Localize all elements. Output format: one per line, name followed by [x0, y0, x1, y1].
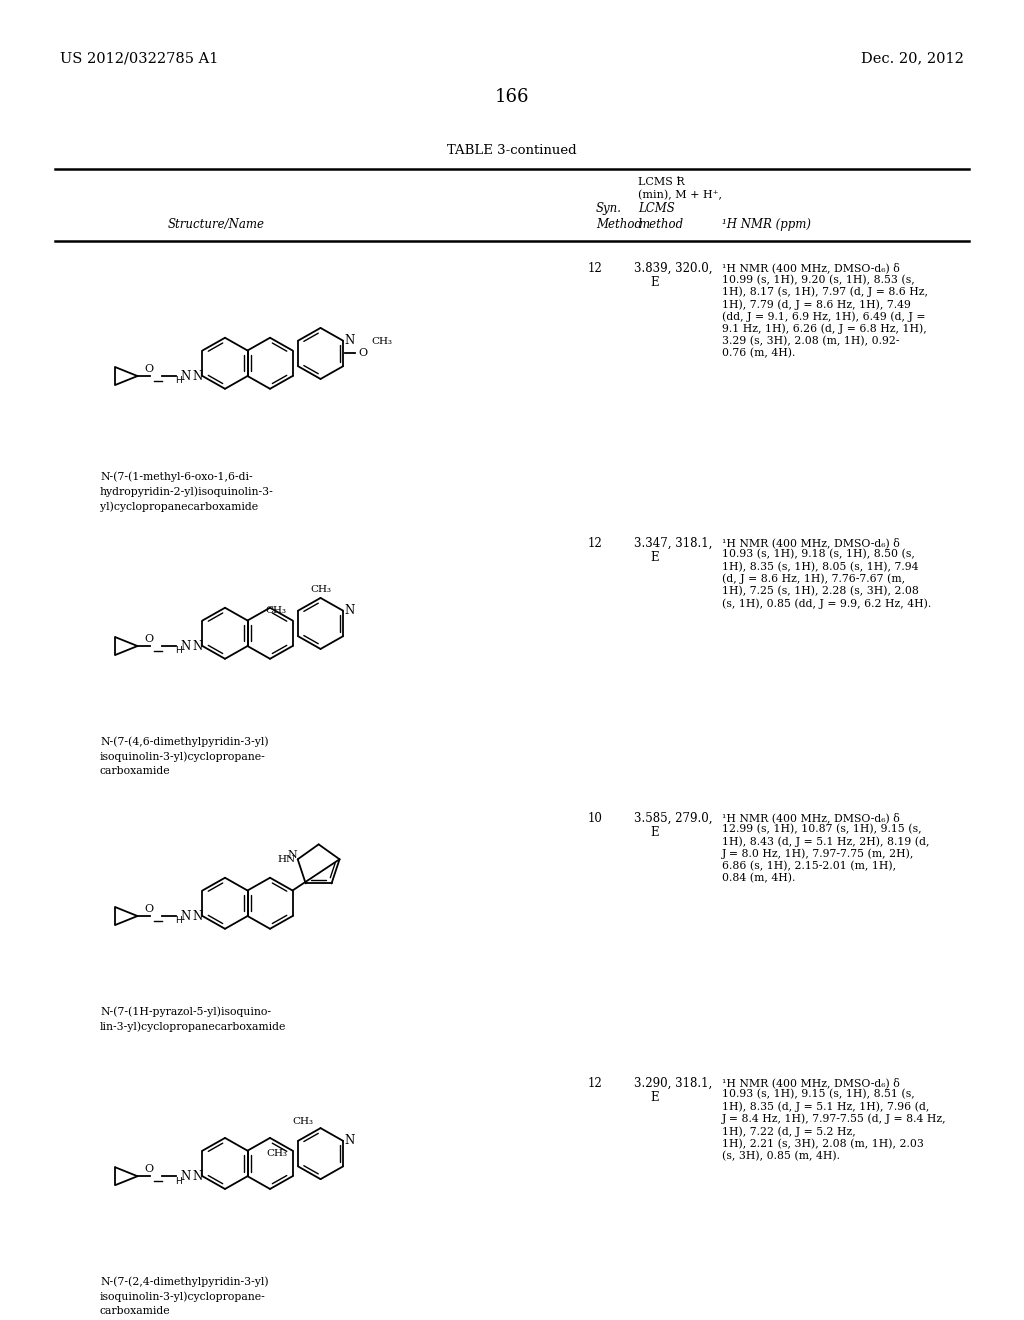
Text: CH₃: CH₃ [266, 1150, 287, 1158]
Text: HN: HN [278, 855, 296, 865]
Text: 10: 10 [588, 812, 603, 825]
Text: ¹H NMR (400 MHz, DMSO-d₆) δ: ¹H NMR (400 MHz, DMSO-d₆) δ [722, 537, 900, 548]
Text: US 2012/0322785 A1: US 2012/0322785 A1 [60, 51, 218, 65]
Text: (min), M + H⁺,: (min), M + H⁺, [638, 190, 722, 199]
Text: N: N [180, 639, 190, 652]
Text: 3.585, 279.0,: 3.585, 279.0, [634, 812, 713, 825]
Text: N: N [180, 1170, 190, 1183]
Text: CH₃: CH₃ [265, 606, 287, 615]
Text: ¹H NMR (ppm): ¹H NMR (ppm) [722, 218, 811, 231]
Text: 1H), 7.25 (s, 1H), 2.28 (s, 3H), 2.08: 1H), 7.25 (s, 1H), 2.28 (s, 3H), 2.08 [722, 586, 919, 597]
Text: 9.1 Hz, 1H), 6.26 (d, J = 6.8 Hz, 1H),: 9.1 Hz, 1H), 6.26 (d, J = 6.8 Hz, 1H), [722, 323, 927, 334]
Text: E: E [650, 550, 658, 564]
Text: H: H [175, 1176, 182, 1185]
Text: 3.347, 318.1,: 3.347, 318.1, [634, 537, 713, 550]
Text: 10.99 (s, 1H), 9.20 (s, 1H), 8.53 (s,: 10.99 (s, 1H), 9.20 (s, 1H), 8.53 (s, [722, 275, 914, 285]
Text: 0.76 (m, 4H).: 0.76 (m, 4H). [722, 348, 796, 359]
Text: O: O [358, 348, 368, 359]
Text: N: N [193, 1170, 203, 1183]
Text: J = 8.4 Hz, 1H), 7.97-7.55 (d, J = 8.4 Hz,: J = 8.4 Hz, 1H), 7.97-7.55 (d, J = 8.4 H… [722, 1114, 946, 1125]
Text: 166: 166 [495, 88, 529, 107]
Text: N: N [180, 909, 190, 923]
Text: N: N [193, 639, 203, 652]
Text: H: H [175, 647, 182, 656]
Text: t: t [677, 174, 680, 182]
Text: 10.93 (s, 1H), 9.15 (s, 1H), 8.51 (s,: 10.93 (s, 1H), 9.15 (s, 1H), 8.51 (s, [722, 1089, 914, 1100]
Text: LCMS: LCMS [638, 202, 675, 215]
Text: N: N [288, 850, 298, 861]
Text: N: N [344, 334, 354, 347]
Text: E: E [650, 826, 658, 838]
Text: 1H), 7.22 (d, J = 5.2 Hz,: 1H), 7.22 (d, J = 5.2 Hz, [722, 1126, 856, 1137]
Text: E: E [650, 276, 658, 289]
Text: N-(7-(1H-pyrazol-5-yl)isoquino-
lin-3-yl)cyclopropanecarboxamide: N-(7-(1H-pyrazol-5-yl)isoquino- lin-3-yl… [100, 1006, 287, 1032]
Text: 12: 12 [588, 1077, 603, 1090]
Text: 12: 12 [588, 537, 603, 550]
Text: N-(7-(4,6-dimethylpyridin-3-yl)
isoquinolin-3-yl)cyclopropane-
carboxamide: N-(7-(4,6-dimethylpyridin-3-yl) isoquino… [100, 737, 268, 776]
Text: CH₃: CH₃ [371, 337, 392, 346]
Text: TABLE 3-continued: TABLE 3-continued [447, 144, 577, 157]
Text: 1H), 7.79 (d, J = 8.6 Hz, 1H), 7.49: 1H), 7.79 (d, J = 8.6 Hz, 1H), 7.49 [722, 298, 911, 309]
Text: 1H), 8.43 (d, J = 5.1 Hz, 2H), 8.19 (d,: 1H), 8.43 (d, J = 5.1 Hz, 2H), 8.19 (d, [722, 837, 930, 847]
Text: N: N [344, 1134, 354, 1147]
Text: (dd, J = 9.1, 6.9 Hz, 1H), 6.49 (d, J =: (dd, J = 9.1, 6.9 Hz, 1H), 6.49 (d, J = [722, 312, 926, 322]
Text: H: H [175, 916, 182, 925]
Text: (d, J = 8.6 Hz, 1H), 7.76-7.67 (m,: (d, J = 8.6 Hz, 1H), 7.76-7.67 (m, [722, 574, 905, 585]
Text: (s, 1H), 0.85 (dd, J = 9.9, 6.2 Hz, 4H).: (s, 1H), 0.85 (dd, J = 9.9, 6.2 Hz, 4H). [722, 598, 931, 609]
Text: Structure/Name: Structure/Name [168, 218, 265, 231]
Text: 1H), 8.35 (d, J = 5.1 Hz, 1H), 7.96 (d,: 1H), 8.35 (d, J = 5.1 Hz, 1H), 7.96 (d, [722, 1102, 930, 1113]
Text: CH₃: CH₃ [292, 1117, 313, 1126]
Text: 10.93 (s, 1H), 9.18 (s, 1H), 8.50 (s,: 10.93 (s, 1H), 9.18 (s, 1H), 8.50 (s, [722, 549, 914, 560]
Text: O: O [144, 364, 153, 374]
Text: LCMS R: LCMS R [638, 177, 685, 186]
Text: Dec. 20, 2012: Dec. 20, 2012 [861, 51, 964, 65]
Text: H: H [175, 376, 182, 385]
Text: 1H), 8.35 (s, 1H), 8.05 (s, 1H), 7.94: 1H), 8.35 (s, 1H), 8.05 (s, 1H), 7.94 [722, 561, 919, 572]
Text: N-(7-(1-methyl-6-oxo-1,6-di-
hydropyridin-2-yl)isoquinolin-3-
yl)cyclopropanecar: N-(7-(1-methyl-6-oxo-1,6-di- hydropyridi… [100, 471, 273, 512]
Text: O: O [144, 1164, 153, 1175]
Text: 3.839, 320.0,: 3.839, 320.0, [634, 263, 713, 275]
Text: E: E [650, 1090, 658, 1104]
Text: 0.84 (m, 4H).: 0.84 (m, 4H). [722, 874, 796, 883]
Text: ¹H NMR (400 MHz, DMSO-d₆) δ: ¹H NMR (400 MHz, DMSO-d₆) δ [722, 812, 900, 822]
Text: CH₃: CH₃ [310, 585, 331, 594]
Text: Syn.: Syn. [596, 202, 622, 215]
Text: N: N [193, 370, 203, 383]
Text: N: N [344, 605, 354, 618]
Text: Method: Method [596, 218, 642, 231]
Text: J = 8.0 Hz, 1H), 7.97-7.75 (m, 2H),: J = 8.0 Hz, 1H), 7.97-7.75 (m, 2H), [722, 849, 914, 859]
Text: O: O [144, 634, 153, 644]
Text: 1H), 2.21 (s, 3H), 2.08 (m, 1H), 2.03: 1H), 2.21 (s, 3H), 2.08 (m, 1H), 2.03 [722, 1138, 924, 1148]
Text: 1H), 8.17 (s, 1H), 7.97 (d, J = 8.6 Hz,: 1H), 8.17 (s, 1H), 7.97 (d, J = 8.6 Hz, [722, 286, 928, 297]
Text: 3.290, 318.1,: 3.290, 318.1, [634, 1077, 713, 1090]
Text: 12.99 (s, 1H), 10.87 (s, 1H), 9.15 (s,: 12.99 (s, 1H), 10.87 (s, 1H), 9.15 (s, [722, 824, 922, 834]
Text: 3.29 (s, 3H), 2.08 (m, 1H), 0.92-: 3.29 (s, 3H), 2.08 (m, 1H), 0.92- [722, 335, 899, 346]
Text: 6.86 (s, 1H), 2.15-2.01 (m, 1H),: 6.86 (s, 1H), 2.15-2.01 (m, 1H), [722, 861, 896, 871]
Text: N: N [193, 909, 203, 923]
Text: O: O [144, 904, 153, 915]
Text: ¹H NMR (400 MHz, DMSO-d₆) δ: ¹H NMR (400 MHz, DMSO-d₆) δ [722, 263, 900, 273]
Text: ¹H NMR (400 MHz, DMSO-d₆) δ: ¹H NMR (400 MHz, DMSO-d₆) δ [722, 1077, 900, 1088]
Text: (s, 3H), 0.85 (m, 4H).: (s, 3H), 0.85 (m, 4H). [722, 1151, 840, 1162]
Text: 12: 12 [588, 263, 603, 275]
Text: N: N [180, 370, 190, 383]
Text: method: method [638, 218, 683, 231]
Text: N-(7-(2,4-dimethylpyridin-3-yl)
isoquinolin-3-yl)cyclopropane-
carboxamide: N-(7-(2,4-dimethylpyridin-3-yl) isoquino… [100, 1276, 268, 1316]
